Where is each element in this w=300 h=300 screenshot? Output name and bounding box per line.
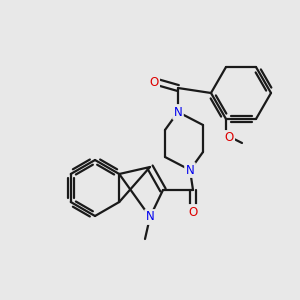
Text: N: N (146, 211, 154, 224)
Text: O: O (224, 131, 234, 145)
Text: N: N (174, 106, 182, 118)
Text: O: O (149, 76, 159, 88)
Text: N: N (186, 164, 194, 176)
Text: O: O (188, 206, 198, 218)
